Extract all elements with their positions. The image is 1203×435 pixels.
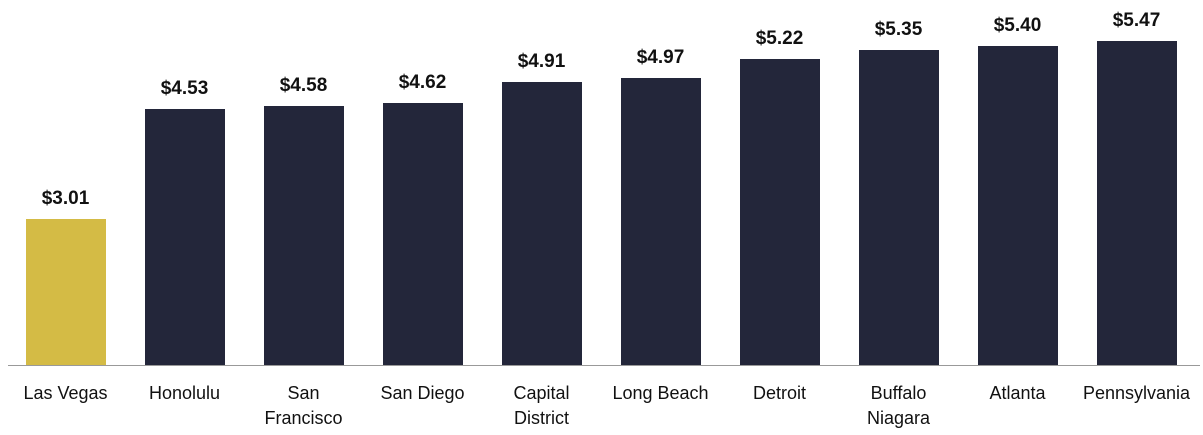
value-label: $3.01: [41, 188, 90, 210]
bar: [25, 219, 106, 365]
value-label: $5.47: [1112, 10, 1161, 32]
x-tick-label: San Diego: [380, 383, 465, 403]
bar: [739, 59, 820, 365]
bar: [858, 50, 939, 365]
value-label: $4.97: [636, 46, 685, 68]
value-label: $5.22: [755, 28, 804, 50]
bar: [620, 77, 701, 365]
bar: [501, 81, 582, 365]
x-tick-label: Las Vegas: [23, 383, 108, 403]
x-tick-label: Pennsylvania: [1082, 383, 1191, 403]
value-label: $4.91: [517, 50, 566, 72]
bar: [1096, 41, 1177, 365]
bar: [382, 102, 463, 365]
value-label: $4.62: [398, 71, 447, 93]
baseline: [8, 365, 1200, 366]
value-label: $5.35: [874, 19, 923, 41]
x-tick-label: Detroit: [752, 383, 806, 403]
x-tick-label: Capital District: [513, 383, 570, 428]
value-label: $4.53: [160, 78, 209, 100]
bar: [263, 105, 344, 365]
bar: [144, 109, 225, 365]
value-label: $4.58: [279, 74, 328, 96]
bar: [977, 46, 1058, 365]
x-tick-label: Atlanta: [989, 383, 1046, 403]
value-label: $5.40: [993, 15, 1042, 37]
x-tick-label: Honolulu: [148, 383, 221, 403]
x-tick-label: Long Beach: [612, 383, 709, 403]
x-tick-label: San Francisco: [264, 383, 343, 428]
x-tick-label: Buffalo Niagara: [866, 383, 931, 428]
